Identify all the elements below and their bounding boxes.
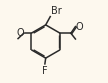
Text: O: O bbox=[17, 28, 24, 38]
Text: Br: Br bbox=[51, 6, 61, 16]
Text: O: O bbox=[76, 22, 83, 32]
Text: F: F bbox=[42, 66, 48, 76]
